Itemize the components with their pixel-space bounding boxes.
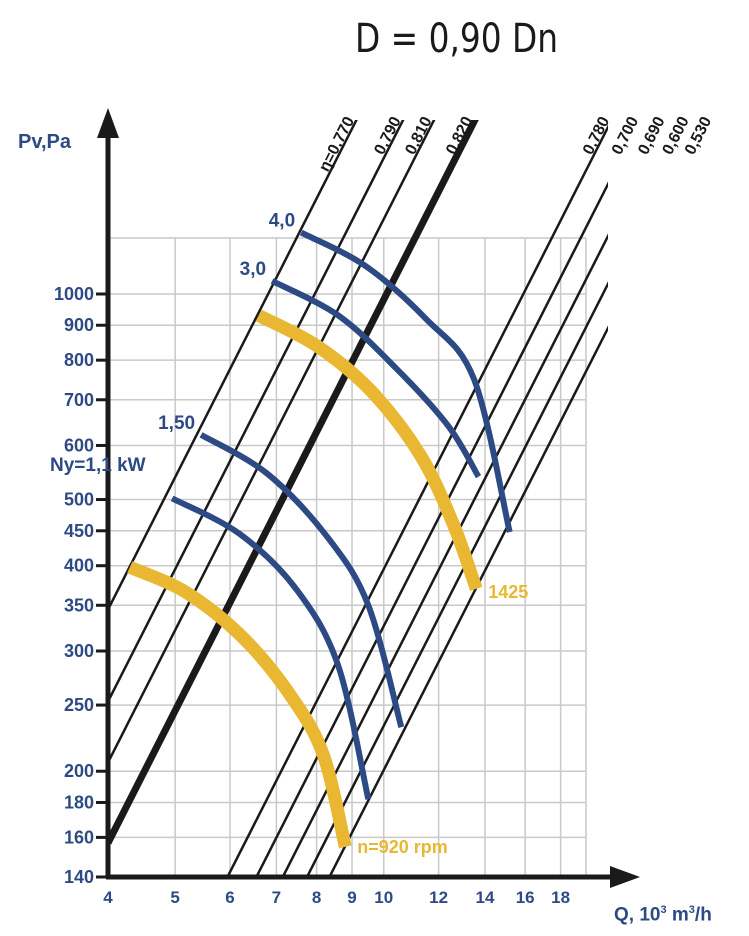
efficiency-label: 0,820 [443, 114, 476, 157]
efficiency-line [108, 120, 436, 764]
speed-curve-label: n=920 rpm [357, 837, 448, 857]
y-tick-label: 250 [64, 695, 94, 715]
x-tick-label: 16 [516, 888, 535, 907]
x-axis-title-tail: /h [694, 904, 712, 926]
y-tick-label: 200 [64, 761, 94, 781]
y-tick-label: 800 [64, 350, 94, 370]
power-curve-label: 3,0 [240, 259, 266, 280]
speed-curve-label: 1425 [488, 582, 528, 602]
x-axis-title-unit-exp: 3 [688, 904, 695, 916]
efficiency-line [328, 325, 608, 877]
performance-curves [127, 229, 513, 849]
efficiency-line [226, 124, 608, 877]
y-tick-label: 160 [64, 827, 94, 847]
curve-labels: 1,50 3,0 4,0 n=920 rpm 1425 [158, 211, 528, 857]
x-tick-label: 8 [312, 888, 321, 907]
x-axis-title-unit: m [666, 904, 689, 926]
efficiency-label: η=0,770 [316, 114, 358, 175]
x-tick-label: 18 [551, 888, 570, 907]
x-tick-label: 7 [272, 888, 281, 907]
power-curve [270, 278, 482, 479]
efficiency-label: 0,790 [371, 114, 404, 157]
power-curve [299, 229, 513, 533]
x-tick-label: 4 [103, 888, 113, 907]
y-tick-label: 600 [64, 435, 94, 455]
y-tick-label: 300 [64, 641, 94, 661]
axes [97, 108, 640, 888]
efficiency-lines [108, 120, 608, 877]
efficiency-line [108, 120, 479, 845]
y-tick-label: 500 [64, 490, 94, 510]
x-tick-label: 14 [476, 888, 495, 907]
y-tick-label: 400 [64, 556, 94, 576]
power-curve [170, 495, 372, 800]
x-axis-title: Q, 103 m3/h [614, 904, 712, 926]
efficiency-label: 0,810 [402, 114, 435, 157]
y-tick-label: 1000 [54, 284, 94, 304]
power-curve [199, 432, 405, 728]
x-tick-label: 12 [429, 888, 448, 907]
y-tick-label: 900 [64, 315, 94, 335]
tick-labels: 4 5 6 7 8 9 10 12 14 16 18 140 160 180 200 250 300 350 400… [54, 284, 570, 907]
speed-curve [127, 561, 352, 849]
x-tick-label: 6 [225, 888, 234, 907]
x-axis-title-exp: 3 [660, 904, 667, 916]
y-tick-label: 350 [64, 595, 94, 615]
y-tick-label: 450 [64, 521, 94, 541]
x-tick-label: 9 [347, 888, 356, 907]
x-axis-arrow [610, 866, 640, 888]
power-label: Ny=1,1 kW [50, 455, 146, 476]
power-curve-label: 4,0 [269, 211, 295, 232]
efficiency-label: 0,780 [580, 114, 613, 157]
chart-title: D = 0,90 Dn [355, 16, 559, 62]
x-axis-title-main: Q, 10 [614, 904, 661, 926]
x-tick-label: 10 [374, 888, 393, 907]
x-tick-label: 5 [170, 888, 179, 907]
speed-curve [255, 309, 483, 592]
efficiency-line [281, 233, 608, 877]
y-axis-arrow [97, 108, 119, 138]
y-tick-label: 700 [64, 390, 94, 410]
efficiency-line [108, 120, 405, 703]
y-tick-label: 180 [64, 792, 94, 812]
y-axis-title: Pv,Pa [18, 131, 71, 153]
y-tick-label: 140 [64, 867, 94, 887]
efficiency-line [108, 120, 358, 611]
power-curve-label: 1,50 [158, 413, 195, 434]
